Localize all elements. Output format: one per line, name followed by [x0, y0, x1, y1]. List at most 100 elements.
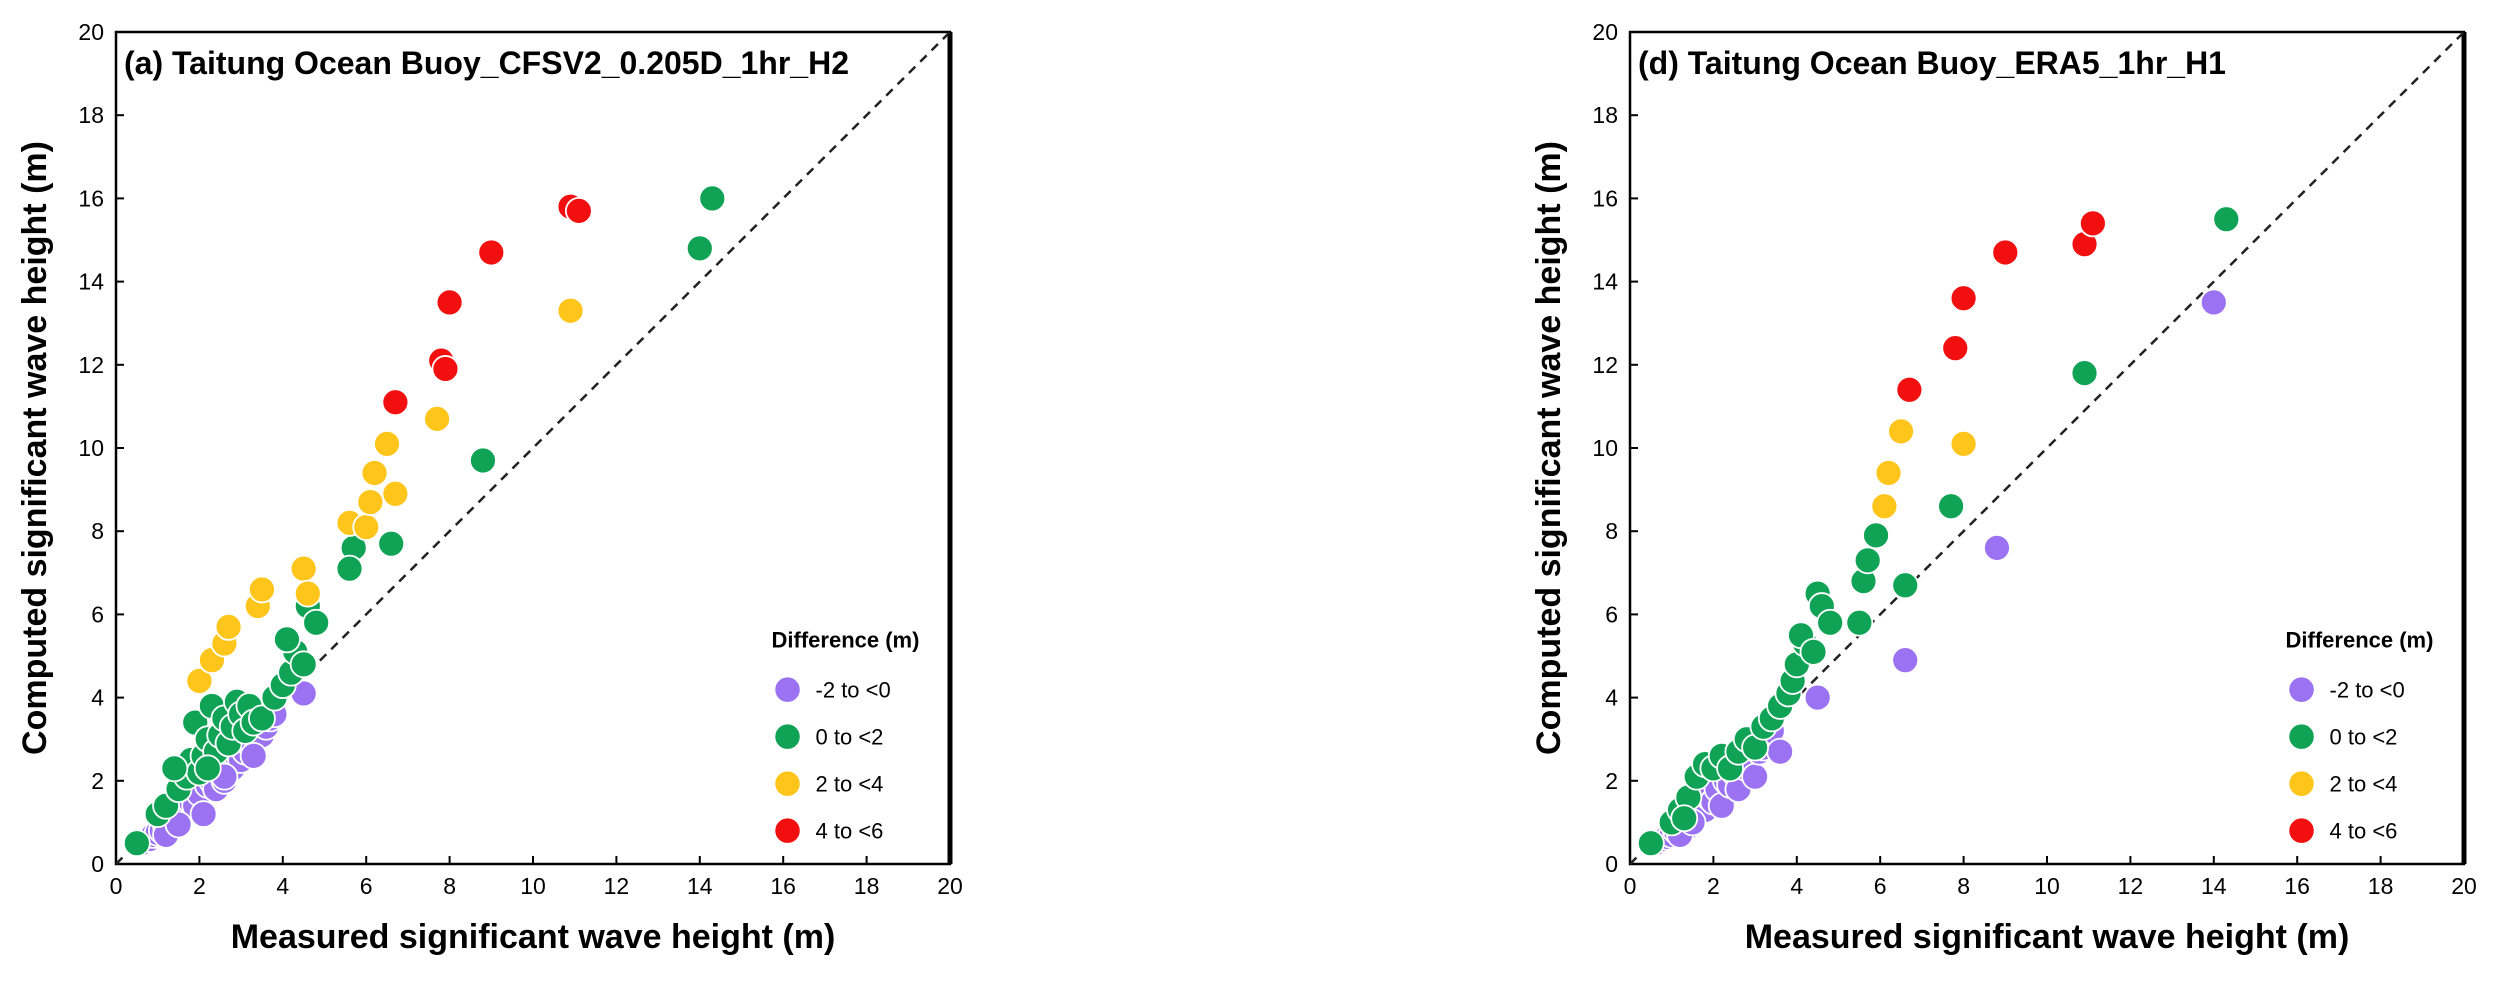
- x-axis-label: Measured significant wave height (m): [231, 918, 836, 956]
- data-point: [1891, 571, 1920, 600]
- data-point: [293, 579, 322, 608]
- y-tick-label: 16: [1592, 185, 1618, 211]
- x-axis-label: Measured significant wave height (m): [1745, 918, 2350, 956]
- data-point: [248, 575, 276, 604]
- data-point: [2199, 288, 2228, 317]
- x-tick-label: 18: [854, 873, 880, 899]
- legend-marker: [2287, 675, 2316, 704]
- data-point: [1803, 683, 1832, 712]
- y-tick-label: 12: [1592, 352, 1618, 378]
- data-point: [373, 429, 401, 458]
- x-tick-label: 2: [193, 873, 206, 899]
- legend-title: Difference (m): [2286, 628, 2434, 653]
- data-point: [556, 296, 585, 325]
- data-point: [360, 459, 389, 487]
- y-tick-label: 20: [78, 19, 104, 45]
- x-tick-label: 20: [937, 873, 963, 899]
- data-point: [122, 829, 151, 858]
- data-point: [1670, 804, 1699, 833]
- y-axis-label: Computed significant wave height (m): [16, 141, 54, 755]
- y-tick-label: 8: [91, 518, 104, 544]
- data-point: [189, 800, 218, 828]
- x-tick-label: 8: [1957, 873, 1970, 899]
- data-point: [1891, 646, 1920, 675]
- x-tick-label: 0: [110, 873, 123, 899]
- data-point: [1991, 238, 2020, 267]
- legend-label: -2 to <0: [2330, 678, 2405, 703]
- legend-marker: [2287, 769, 2316, 798]
- x-tick-label: 2: [1707, 873, 1720, 899]
- x-tick-label: 12: [604, 873, 630, 899]
- y-tick-label: 18: [1592, 102, 1618, 128]
- y-tick-label: 14: [78, 269, 104, 295]
- x-tick-label: 14: [687, 873, 713, 899]
- x-tick-label: 10: [2034, 873, 2060, 899]
- legend-label: 4 to <6: [2330, 819, 2398, 844]
- data-point: [564, 196, 593, 225]
- legend-marker: [2287, 816, 2316, 845]
- x-tick-label: 4: [1790, 873, 1803, 899]
- data-point: [289, 554, 318, 583]
- y-tick-label: 2: [91, 768, 104, 794]
- data-point: [1949, 429, 1978, 458]
- x-tick-label: 6: [1874, 873, 1887, 899]
- data-point: [273, 625, 301, 654]
- data-point: [1799, 637, 1828, 666]
- data-point: [435, 288, 464, 317]
- y-tick-label: 2: [1605, 768, 1618, 794]
- data-point: [431, 355, 460, 383]
- data-point: [1766, 737, 1795, 766]
- legend-marker: [773, 816, 802, 845]
- panel-d: 0 2 4 6 8 10 12 14 16 18 20 0 2 4 6 8 10 12 14 16 18 20 (d) Ta…: [1530, 19, 2477, 956]
- data-point: [1895, 375, 1924, 404]
- legend-marker: [773, 675, 802, 704]
- y-tick-label: 10: [78, 435, 104, 461]
- x-tick-label: 20: [2451, 873, 2477, 899]
- data-point: [193, 754, 222, 783]
- x-tick-label: 4: [276, 873, 289, 899]
- y-tick-label: 8: [1605, 518, 1618, 544]
- legend-label: 2 to <4: [816, 772, 884, 797]
- data-point: [381, 479, 410, 508]
- x-tick-label: 16: [770, 873, 796, 899]
- legend-label: 4 to <6: [816, 819, 884, 844]
- data-point: [1816, 608, 1845, 637]
- data-point: [239, 741, 268, 770]
- data-point: [289, 650, 318, 679]
- y-tick-label: 10: [1592, 435, 1618, 461]
- y-tick-label: 20: [1592, 19, 1618, 45]
- data-point: [2070, 359, 2099, 388]
- legend-marker: [773, 722, 802, 751]
- data-point: [2078, 209, 2107, 238]
- data-point: [356, 488, 385, 516]
- data-point: [1887, 417, 1915, 446]
- data-point: [423, 404, 451, 433]
- data-point: [1862, 521, 1890, 550]
- x-tick-label: 8: [443, 873, 456, 899]
- y-tick-label: 12: [78, 352, 104, 378]
- data-point: [1870, 492, 1899, 521]
- legend-label: -2 to <0: [816, 678, 891, 703]
- data-point: [1941, 334, 1970, 363]
- legend-marker: [773, 769, 802, 798]
- data-point: [1845, 608, 1874, 637]
- data-point: [1741, 762, 1769, 791]
- x-tick-label: 18: [2368, 873, 2394, 899]
- data-point: [1636, 829, 1665, 858]
- legend-label: 2 to <4: [2330, 772, 2398, 797]
- data-point: [377, 529, 406, 558]
- y-tick-label: 18: [78, 102, 104, 128]
- x-tick-label: 10: [520, 873, 546, 899]
- data-point: [160, 754, 189, 783]
- panel-title: (d) Taitung Ocean Buoy_ERA5_1hr_H1: [1638, 45, 2226, 81]
- legend-marker: [2287, 722, 2316, 751]
- data-point: [1937, 492, 1965, 521]
- y-tick-label: 6: [1605, 601, 1618, 627]
- legend-label: 0 to <2: [816, 725, 884, 750]
- data-point: [477, 238, 506, 267]
- data-point: [2212, 205, 2241, 234]
- data-point: [1949, 284, 1978, 313]
- data-point: [698, 184, 727, 213]
- data-point: [381, 388, 410, 417]
- data-point: [185, 667, 214, 695]
